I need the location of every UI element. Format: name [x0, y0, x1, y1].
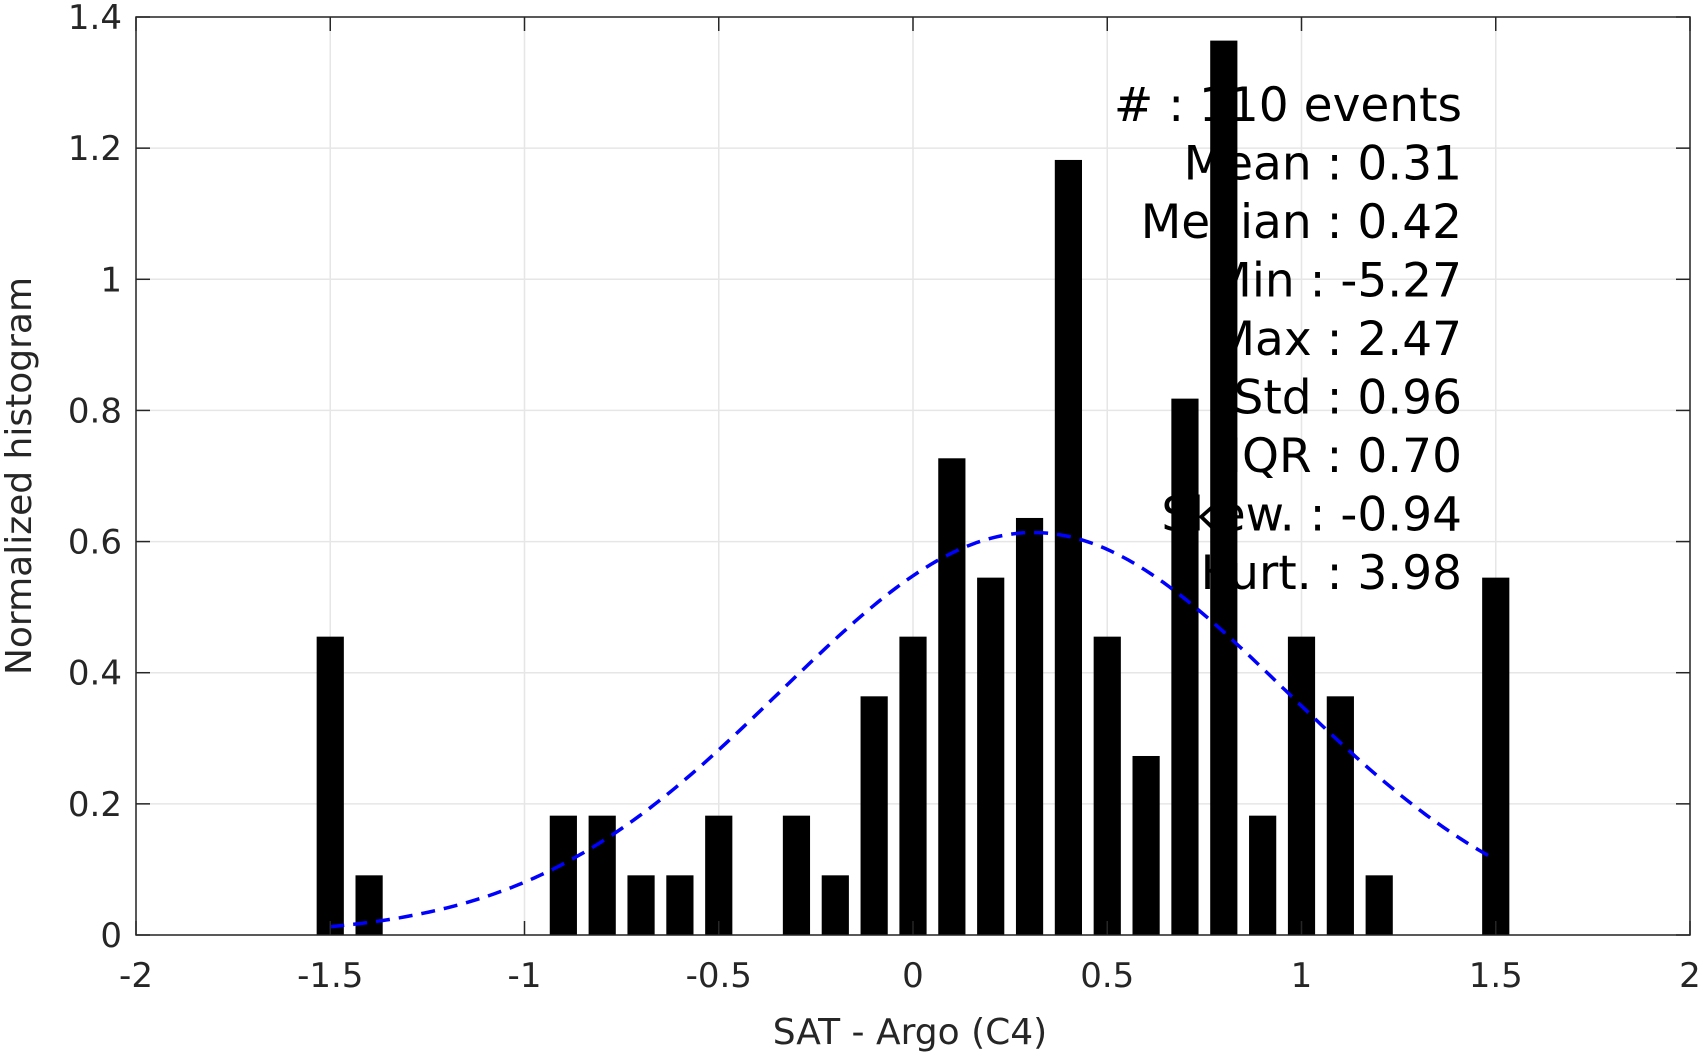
histogram-bar [1249, 815, 1277, 935]
y-tick-label: 0 [100, 916, 122, 956]
x-tick-label: -1 [508, 956, 542, 996]
y-axis-label: Normalized histogram [0, 277, 40, 675]
histogram-bar [588, 815, 616, 935]
y-tick-label: 1.4 [68, 0, 122, 38]
x-axis-label: SAT - Argo (C4) [773, 1012, 1047, 1053]
histogram-bar [1171, 398, 1199, 935]
histogram-bar [1093, 636, 1121, 935]
histogram-bar [821, 875, 849, 935]
histogram-bar [1132, 755, 1160, 935]
histogram-bar [938, 458, 966, 935]
histogram-bar [1210, 40, 1238, 935]
fit-curve-line [330, 530, 1497, 929]
normal-fit-curve [330, 530, 1497, 929]
axes-box [135, 16, 1691, 936]
histogram-bar [1015, 517, 1044, 935]
histogram-bar [782, 815, 811, 935]
histogram-bar [316, 636, 344, 935]
histogram-bar [627, 875, 655, 935]
x-tick-label: 1 [1291, 956, 1313, 996]
x-tick-label: -0.5 [686, 956, 752, 996]
histogram-bar [1365, 875, 1393, 935]
y-tick-label: 0.6 [68, 523, 122, 563]
stat-line: Min : -5.27 [1211, 254, 1462, 309]
histogram-bar [1054, 159, 1082, 936]
histogram-bar [1287, 636, 1316, 935]
histogram-bar [1326, 696, 1354, 935]
stat-line: Max : 2.47 [1214, 312, 1462, 367]
histogram-bar [355, 875, 383, 935]
histogram-bar [1482, 577, 1510, 935]
x-tick-label: -2 [119, 956, 153, 996]
y-tick-label: 1 [100, 260, 122, 300]
stat-line: Std : 0.96 [1234, 371, 1462, 426]
plot-frame [135, 16, 1691, 936]
y-tick-label: 0.4 [68, 654, 122, 694]
y-tick-label: 0.2 [68, 785, 122, 825]
histogram-bar [705, 815, 733, 935]
stat-line: Skew. : -0.94 [1161, 488, 1462, 543]
y-tick-label: 1.2 [68, 129, 122, 169]
x-tick-labels: -2 -1.5 -1 -0.5 0 0.5 1 1.5 2 [119, 956, 1701, 996]
histogram-bar [549, 815, 577, 935]
x-tick-label: 0.5 [1080, 956, 1134, 996]
stat-line: Median : 0.42 [1141, 195, 1462, 250]
histogram-bar [860, 696, 888, 935]
stat-line: IQR : 0.70 [1228, 429, 1462, 484]
x-tick-label: -1.5 [297, 956, 363, 996]
stat-line: # : 110 events [1114, 78, 1462, 133]
x-tick-label: 1.5 [1469, 956, 1523, 996]
y-tick-label: 0.8 [68, 391, 122, 431]
stat-line: Mean : 0.31 [1184, 137, 1462, 192]
histogram-bar [899, 636, 927, 935]
y-tick-labels: 0 0.2 0.4 0.6 0.8 1 1.2 1.4 [68, 0, 122, 956]
x-tick-label: 0 [902, 956, 924, 996]
histogram-bar [666, 875, 694, 935]
x-tick-label: 2 [1679, 956, 1701, 996]
histogram-bars [316, 40, 1510, 936]
stat-line: Kurt. : 3.98 [1201, 546, 1462, 601]
histogram-bar [977, 577, 1005, 935]
